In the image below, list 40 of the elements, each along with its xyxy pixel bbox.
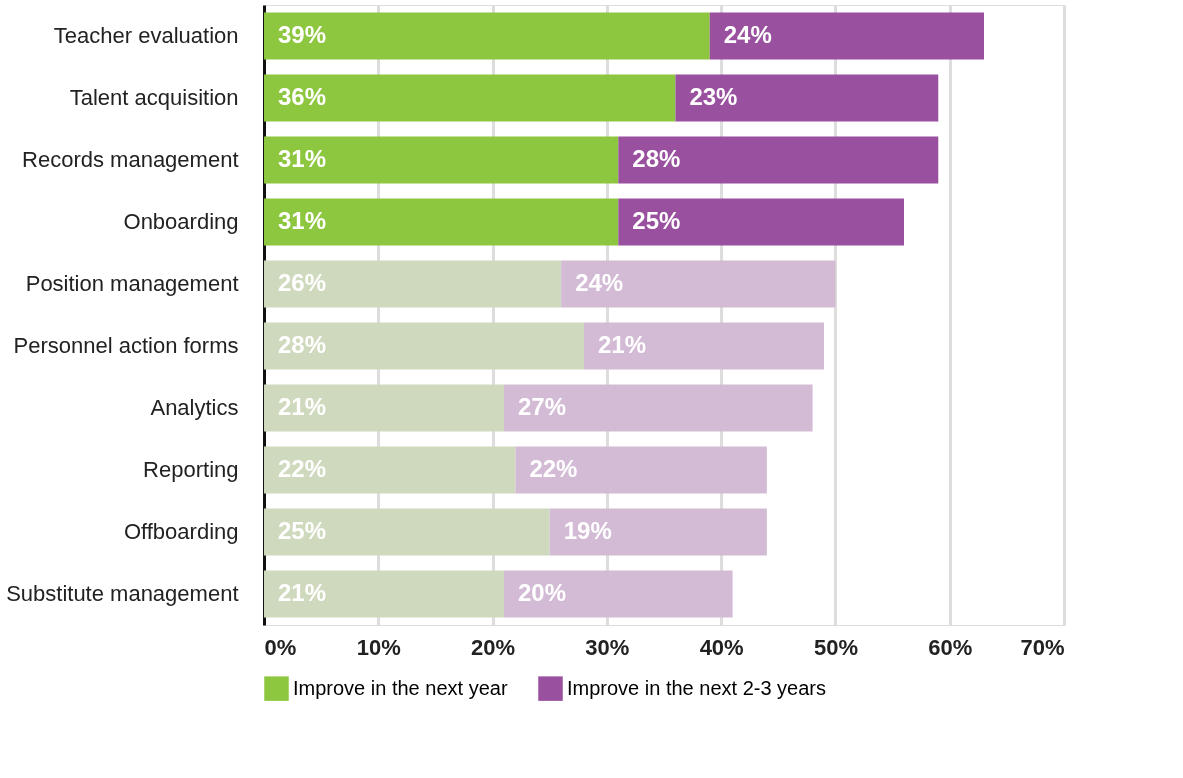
y-tick-label: Reporting: [143, 457, 239, 482]
data-label: 28%: [278, 331, 327, 358]
data-label: 31%: [278, 207, 327, 234]
x-tick-label: 40%: [699, 634, 744, 660]
x-tick-label: 10%: [356, 634, 401, 660]
data-label: 26%: [278, 269, 327, 296]
y-tick-label: Onboarding: [123, 209, 239, 234]
data-label: 25%: [632, 207, 681, 234]
legend-label: Improve in the next 2-3 years: [567, 676, 827, 699]
data-label: 24%: [723, 21, 772, 48]
x-tick-label: 30%: [585, 634, 630, 660]
y-tick-label: Substitute management: [6, 581, 239, 606]
y-tick-label: Offboarding: [123, 519, 239, 544]
x-tick-label: 50%: [813, 634, 858, 660]
data-label: 23%: [689, 83, 738, 110]
y-tick-label: Personnel action forms: [13, 333, 239, 358]
data-label: 22%: [278, 455, 327, 482]
data-label: 28%: [632, 145, 681, 172]
y-tick-label: Analytics: [150, 395, 239, 420]
x-tick-label: 0%: [264, 634, 297, 660]
data-label: 39%: [278, 21, 327, 48]
data-label: 25%: [278, 517, 327, 544]
data-label: 20%: [518, 579, 567, 606]
data-label: 27%: [518, 393, 567, 420]
data-label: 21%: [278, 579, 327, 606]
data-label: 21%: [598, 331, 647, 358]
y-tick-label: Talent acquisition: [69, 85, 239, 110]
x-tick-label: 20%: [471, 634, 516, 660]
data-label: 36%: [278, 83, 327, 110]
data-label: 22%: [529, 455, 578, 482]
x-tick-label: 70%: [1020, 634, 1065, 660]
legend-label: Improve in the next year: [293, 676, 508, 699]
x-tick-label: 60%: [928, 634, 973, 660]
data-label: 19%: [563, 517, 612, 544]
y-tick-label: Teacher evaluation: [53, 23, 239, 48]
data-label: 31%: [278, 145, 327, 172]
y-tick-label: Records management: [22, 147, 239, 172]
data-label: 24%: [575, 269, 624, 296]
data-label: 21%: [278, 393, 327, 420]
y-tick-label: Position management: [25, 271, 239, 296]
